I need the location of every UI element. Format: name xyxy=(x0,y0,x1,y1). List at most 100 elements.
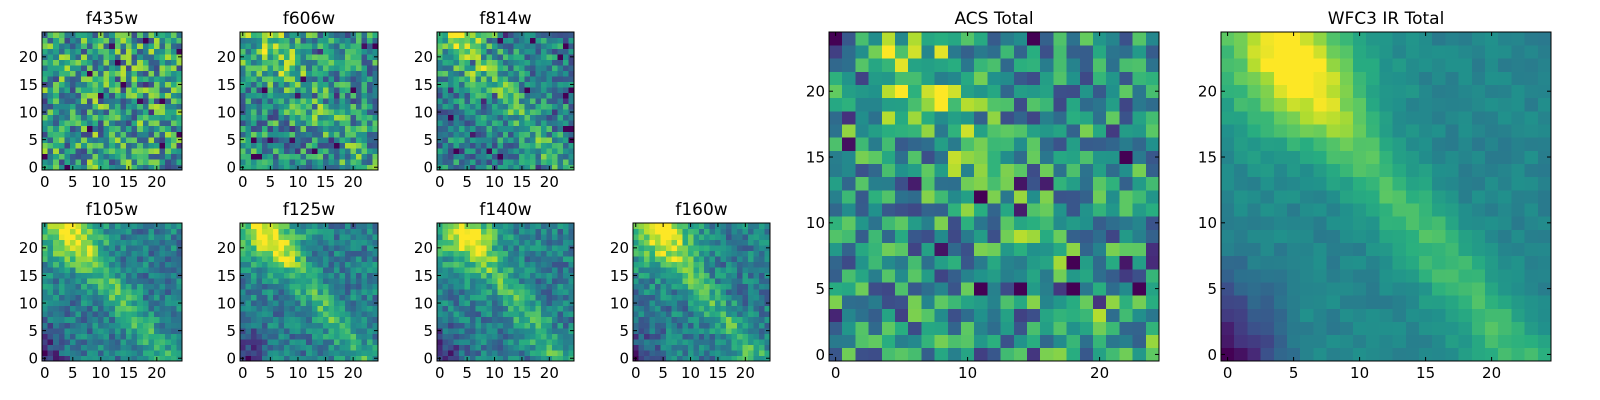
heatmap-cell xyxy=(1079,268,1094,283)
heatmap-cell xyxy=(103,153,110,160)
heatmap-cell xyxy=(81,267,88,274)
heatmap-cell xyxy=(361,43,368,49)
heatmap-cell xyxy=(344,32,351,38)
heatmap-cell xyxy=(535,131,542,138)
heatmap-cell xyxy=(350,267,357,274)
heatmap-cell xyxy=(142,65,149,72)
heatmap-cell xyxy=(170,349,177,356)
heatmap-cell xyxy=(633,322,639,329)
heatmap-cell xyxy=(103,136,110,143)
y-tick-label: 10 xyxy=(19,103,38,121)
heatmap-cell xyxy=(698,223,705,229)
heatmap-cell xyxy=(289,245,296,251)
heatmap-cell xyxy=(759,316,765,323)
heatmap-cell xyxy=(256,223,263,229)
heatmap-cell xyxy=(131,294,138,301)
heatmap-cell xyxy=(251,87,257,94)
heatmap-cell xyxy=(328,289,335,296)
heatmap-cell xyxy=(541,147,547,154)
heatmap-cell xyxy=(284,311,291,318)
heatmap-cell xyxy=(350,87,357,94)
heatmap-cell xyxy=(278,153,285,160)
heatmap-cell xyxy=(273,48,280,55)
heatmap-cell xyxy=(322,228,329,235)
heatmap-cell xyxy=(58,234,65,240)
heatmap-cell xyxy=(437,228,443,235)
heatmap-cell xyxy=(519,147,526,154)
heatmap-cell xyxy=(103,76,110,83)
heatmap-cell xyxy=(278,294,285,301)
heatmap-cell xyxy=(552,87,558,94)
x-tick-label: 0 xyxy=(40,364,50,382)
y-tick-label: 20 xyxy=(414,239,433,257)
heatmap-cell xyxy=(698,311,705,318)
heatmap-cell xyxy=(339,81,346,88)
heatmap-cell xyxy=(148,333,155,340)
x-tick-label: 10 xyxy=(91,173,110,191)
heatmap-cell xyxy=(240,228,246,235)
heatmap-cell xyxy=(322,250,329,257)
heatmap-cell xyxy=(486,289,493,296)
heatmap-cell xyxy=(350,256,357,263)
heatmap-cell xyxy=(480,103,487,110)
heatmap-cell xyxy=(58,327,65,334)
heatmap-cell xyxy=(267,344,274,351)
heatmap-cell xyxy=(240,278,246,285)
heatmap-cell xyxy=(284,92,291,99)
heatmap-cell xyxy=(289,43,296,49)
heatmap-cell xyxy=(1079,334,1094,349)
heatmap-cell xyxy=(660,316,667,323)
heatmap-cell xyxy=(350,316,357,323)
heatmap-cell xyxy=(98,125,104,132)
heatmap-cell xyxy=(563,250,569,257)
heatmap-cell xyxy=(165,87,172,94)
heatmap-cell xyxy=(245,92,252,99)
heatmap-cell xyxy=(921,282,935,296)
heatmap-cell xyxy=(643,250,650,257)
heatmap-cell xyxy=(333,131,340,138)
heatmap-cell xyxy=(469,311,476,318)
heatmap-cell xyxy=(165,239,172,246)
heatmap-cell xyxy=(759,311,765,318)
heatmap-cell xyxy=(53,344,60,351)
heatmap-cell xyxy=(682,228,689,235)
heatmap-cell xyxy=(251,355,257,362)
heatmap-cell xyxy=(92,153,99,160)
heatmap-cell xyxy=(1093,255,1107,270)
heatmap-cell xyxy=(475,131,482,138)
heatmap-cell xyxy=(126,239,132,246)
heatmap-cell xyxy=(1000,229,1015,243)
heatmap-cell xyxy=(137,87,144,94)
heatmap-cell xyxy=(753,256,760,263)
heatmap-cell xyxy=(366,153,373,160)
heatmap-cell xyxy=(497,355,504,362)
heatmap-cell xyxy=(660,344,667,351)
heatmap-cell xyxy=(64,283,71,290)
heatmap-cell xyxy=(513,153,520,160)
heatmap-cell xyxy=(328,261,335,268)
heatmap-cell xyxy=(759,245,765,251)
heatmap-cell xyxy=(81,333,88,340)
heatmap-cell xyxy=(289,300,296,307)
heatmap-cell xyxy=(1106,334,1120,349)
x-tick-label: 15 xyxy=(119,173,138,191)
heatmap-cell xyxy=(322,59,329,66)
heatmap-cell xyxy=(480,120,487,127)
heatmap-cell xyxy=(355,300,362,307)
heatmap-cell xyxy=(42,261,48,268)
heatmap-cell xyxy=(114,256,121,263)
heatmap-cell xyxy=(881,308,896,322)
heatmap-cell xyxy=(70,87,76,94)
heatmap-cell xyxy=(159,289,166,296)
heatmap-cell xyxy=(552,109,558,116)
heatmap-cell xyxy=(704,250,711,257)
heatmap-cell xyxy=(42,48,48,55)
heatmap-cell xyxy=(120,153,127,160)
heatmap-cell xyxy=(142,70,149,77)
heatmap-cell xyxy=(737,300,743,307)
heatmap-cell xyxy=(469,120,476,127)
heatmap-cell xyxy=(47,109,54,116)
heatmap-cell xyxy=(137,283,144,290)
heatmap-cell xyxy=(726,311,733,318)
heatmap-cell xyxy=(660,228,667,235)
